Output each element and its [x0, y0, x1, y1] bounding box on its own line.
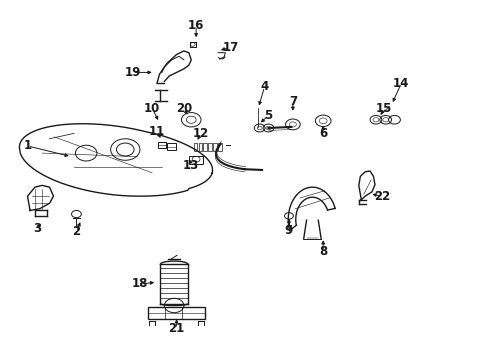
- Bar: [208, 143, 212, 151]
- Text: 20: 20: [176, 102, 192, 115]
- Text: 10: 10: [144, 102, 160, 115]
- Text: 3: 3: [33, 222, 41, 235]
- Text: 19: 19: [124, 66, 141, 79]
- Text: 13: 13: [183, 159, 199, 172]
- Text: 1: 1: [24, 139, 32, 152]
- Text: 18: 18: [132, 278, 148, 291]
- Bar: [189, 156, 203, 163]
- Text: 21: 21: [169, 322, 185, 335]
- Text: 12: 12: [193, 127, 209, 140]
- Text: 14: 14: [393, 77, 410, 90]
- Text: 16: 16: [188, 19, 204, 32]
- Text: 4: 4: [260, 80, 269, 93]
- Bar: [213, 143, 217, 151]
- Text: 6: 6: [319, 127, 327, 140]
- Text: 5: 5: [264, 109, 272, 122]
- Bar: [218, 143, 221, 151]
- Bar: [198, 143, 202, 151]
- Text: 2: 2: [73, 225, 80, 238]
- Text: 11: 11: [149, 125, 165, 138]
- Bar: [148, 307, 205, 319]
- Text: 17: 17: [222, 41, 239, 54]
- Text: 15: 15: [376, 102, 392, 115]
- Text: 7: 7: [289, 95, 297, 108]
- Bar: [203, 143, 207, 151]
- Text: 8: 8: [319, 245, 327, 258]
- Text: 9: 9: [285, 224, 293, 237]
- Text: 22: 22: [374, 190, 390, 203]
- Bar: [194, 143, 197, 151]
